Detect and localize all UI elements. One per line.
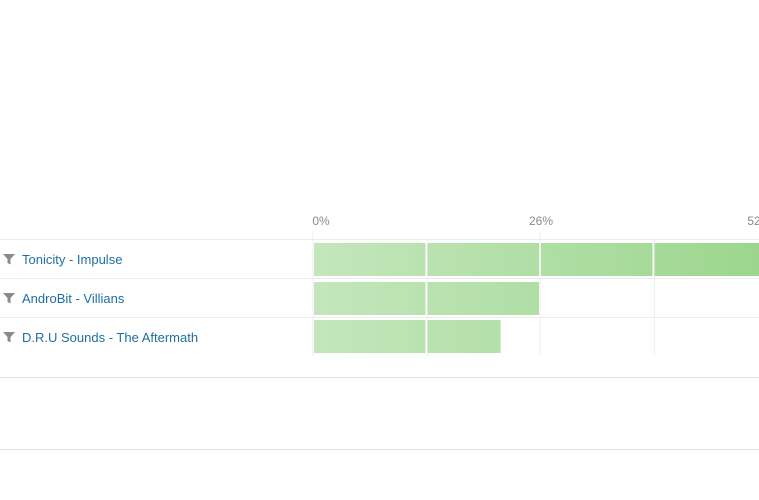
bar-segment-row0-seg0[interactable] [314,243,426,276]
row-separator [0,278,759,279]
divider [0,449,759,450]
filter-icon[interactable] [2,291,16,305]
bar-segment-row2-seg0[interactable] [314,320,426,353]
row-label[interactable]: Tonicity - Impulse [22,251,123,267]
filter-icon[interactable] [2,330,16,344]
divider [0,377,759,378]
row-separator [0,239,759,240]
x-tick-label-2: 52 [747,214,759,228]
x-tick-label-1: 26% [528,214,554,228]
filter-icon[interactable] [2,252,16,266]
row-label[interactable]: AndroBit - Villians [22,290,125,306]
x-tick-label-0: 0% [312,214,330,228]
bar-segment-row1-seg1[interactable] [427,282,540,315]
bar-segment-row2-seg1[interactable] [427,320,501,353]
bar-segment-row0-seg3[interactable] [654,243,759,276]
bar-segment-row0-seg1[interactable] [427,243,540,276]
bar-segment-row1-seg0[interactable] [314,282,426,315]
row-dru-sounds-the-aftermath[interactable]: D.R.U Sounds - The Aftermath [0,318,310,356]
row-androbit-villians[interactable]: AndroBit - Villians [0,279,310,317]
row-tonicity-impulse[interactable]: Tonicity - Impulse [0,240,310,278]
bar-segment-row0-seg2[interactable] [541,243,653,276]
row-label[interactable]: D.R.U Sounds - The Aftermath [22,329,199,345]
row-separator [0,317,759,318]
